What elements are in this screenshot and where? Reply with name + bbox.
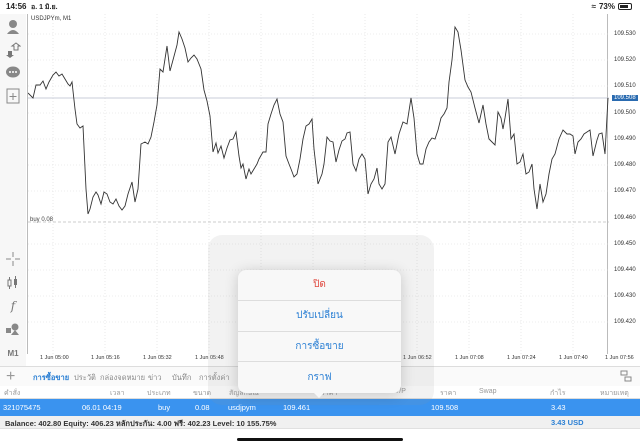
balance-bar: Balance: 402.80 Equity: 406.23 หลักประกั… (0, 416, 640, 429)
modify-position-button[interactable]: ปรับเปลี่ยน (238, 301, 401, 332)
battery-percent: 73% (598, 2, 615, 11)
timeframe-button[interactable]: M1 (7, 348, 19, 358)
y-tick: 109.510 (614, 83, 636, 89)
add-icon[interactable]: + (6, 368, 16, 385)
chart-button[interactable]: กราฟ (307, 372, 332, 384)
cell-type: buy (158, 403, 171, 412)
chart-canvas (28, 14, 609, 354)
x-tick: 1 Jun 05:16 (91, 355, 120, 361)
col-swap: Swap (479, 388, 497, 395)
total-profit: 3.43 USD (551, 418, 584, 427)
x-tick: 1 Jun 05:32 (143, 355, 172, 361)
crosshair-icon[interactable] (4, 250, 22, 268)
col-symbol: สัญลักษณ์ (229, 390, 259, 397)
y-tick: 109.420 (614, 319, 636, 325)
y-tick: 109.530 (614, 31, 636, 37)
y-tick: 109.500 (614, 110, 636, 116)
x-tick: 1 Jun 06:52 (403, 355, 432, 361)
tab-settings[interactable]: การตั้งค่า (199, 373, 230, 382)
cell-price: 109.508 (431, 403, 459, 412)
cell-open-price: 109.461 (283, 403, 311, 412)
tab-history[interactable]: ประวัติ (74, 373, 96, 382)
y-tick: 109.520 (614, 57, 636, 63)
y-tick: 109.480 (614, 162, 636, 168)
objects-icon[interactable] (4, 320, 22, 338)
trade-arrows-icon[interactable] (4, 41, 22, 59)
x-tick: 1 Jun 07:08 (455, 355, 484, 361)
tab-trade[interactable]: การซื้อขาย (33, 373, 70, 382)
price-axis: 109.530 109.520 109.510 109.508 109.500 … (609, 14, 640, 354)
trade-button[interactable]: การซื้อขาย (238, 332, 401, 363)
x-tick: 1 Jun 05:48 (195, 355, 224, 361)
price-chart[interactable]: USDJPYm, M1 buy 0.08 (27, 14, 609, 354)
status-time: 14:56 (6, 2, 27, 11)
chart-symbol-label: USDJPYm, M1 (31, 16, 72, 22)
cell-order: 321075475 (3, 403, 41, 412)
x-tick: 1 Jun 07:24 (507, 355, 536, 361)
close-position-button[interactable]: ปิด (238, 270, 401, 301)
status-date: อ. 1 มิ.ย. (31, 4, 58, 11)
layout-toggle-icon[interactable] (620, 370, 632, 382)
col-order: คำสั่ง (4, 390, 21, 397)
col-profit: กำไร (550, 390, 566, 397)
col-comment: หมายเหตุ (600, 390, 629, 397)
tab-mailbox[interactable]: กล่องจดหมาย (100, 373, 146, 382)
col-price: ราคา (440, 390, 457, 397)
position-row[interactable]: 321075475 06.01 04:19 buy 0.08 usdjpym 1… (0, 399, 640, 416)
y-tick: 109.490 (614, 136, 636, 142)
x-tick: 1 Jun 07:56 (605, 355, 634, 361)
account-icon[interactable] (4, 18, 22, 36)
cell-size: 0.08 (195, 403, 210, 412)
col-time: เวลา (110, 390, 125, 397)
y-tick: 109.440 (614, 267, 636, 273)
col-type: ประเภท (147, 390, 171, 397)
current-price-tag: 109.508 (612, 95, 638, 101)
new-order-icon[interactable] (4, 87, 22, 105)
balance-text: Balance: 402.80 Equity: 406.23 หลักประกั… (5, 419, 277, 428)
buy-line-label: buy 0.08 (30, 217, 54, 223)
col-size: ขนาด (193, 390, 212, 397)
chat-icon[interactable] (4, 64, 22, 82)
status-bar: 14:56 อ. 1 มิ.ย. ≈ 73% (0, 0, 640, 14)
y-tick: 109.460 (614, 215, 636, 221)
indicators-icon[interactable]: f (10, 299, 16, 313)
y-tick: 109.450 (614, 241, 636, 247)
y-tick: 109.470 (614, 188, 636, 194)
chart-toolbar: f M1 (0, 14, 26, 366)
x-tick: 1 Jun 05:00 (40, 355, 69, 361)
cell-time: 06.01 04:19 (82, 403, 122, 412)
cell-profit: 3.43 (551, 403, 566, 412)
candles-icon[interactable] (4, 274, 22, 292)
tab-journal[interactable]: บันทึก (172, 373, 192, 382)
y-tick: 109.430 (614, 293, 636, 299)
battery-icon (618, 3, 632, 10)
position-action-menu: ปิด ปรับเปลี่ยน การซื้อขาย กราฟ (238, 270, 401, 393)
x-tick: 1 Jun 07:40 (559, 355, 588, 361)
col-price-open: ราคา (321, 390, 338, 397)
status-right: ≈ 73% (592, 2, 632, 11)
home-indicator[interactable] (237, 438, 403, 441)
popover-arrow (313, 392, 325, 398)
wifi-icon: ≈ (591, 2, 596, 11)
col-tp: T/P (395, 388, 406, 395)
tab-news[interactable]: ข่าว (148, 373, 162, 382)
cell-symbol: usdjpym (228, 403, 256, 412)
